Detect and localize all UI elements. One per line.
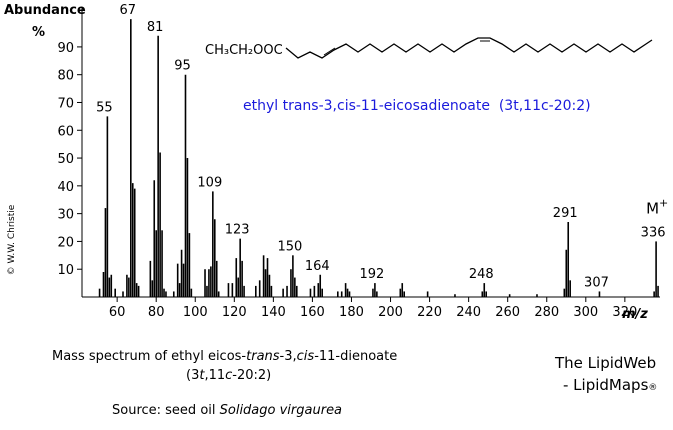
x-tick-label: 60 (109, 305, 126, 320)
x-tick-label: 120 (222, 305, 247, 320)
peak-label: 307 (584, 275, 609, 290)
x-tick-label: 80 (148, 305, 165, 320)
x-tick-label: 300 (573, 305, 598, 320)
y-axis-unit: % (32, 25, 45, 40)
peak-label: 291 (553, 206, 578, 221)
copyright: © W.W. Christie (7, 204, 17, 275)
x-tick-label: 320 (612, 305, 637, 320)
caption: (3t,11c-20:2) (186, 368, 271, 383)
x-tick-label: 180 (339, 305, 364, 320)
x-tick-label: 280 (534, 305, 559, 320)
brand-part: ® (648, 383, 657, 393)
x-tick-label: 260 (495, 305, 520, 320)
structure-label: CH₃CH₂OOC (205, 43, 283, 58)
y-tick-label: 10 (57, 263, 74, 278)
y-tick-label: 70 (57, 96, 74, 111)
brand-part: - LipidMaps (563, 376, 649, 394)
molecular-ion-part: + (659, 196, 668, 209)
caption-part: Mass spectrum of ethyl eicos- (52, 349, 246, 364)
peak-label: 55 (96, 100, 113, 115)
peak-label: 150 (277, 239, 302, 254)
peak-label: 192 (359, 267, 384, 282)
double-bond (323, 47, 336, 56)
y-tick-label: 80 (57, 69, 74, 84)
caption-part: -3, (280, 349, 297, 364)
peak-label: 95 (174, 59, 191, 74)
brand: - LipidMaps® (563, 376, 657, 394)
caption-part: trans (246, 349, 280, 364)
y-tick-label: 40 (57, 180, 74, 195)
caption-part: cis (297, 349, 315, 364)
caption-part: -20:2) (232, 368, 271, 383)
x-tick-label: 200 (378, 305, 403, 320)
x-tick-label: 100 (183, 305, 208, 320)
source: Source: seed oil Solidago virgaurea (112, 403, 342, 418)
caption: Mass spectrum of ethyl eicos-trans-3,cis… (52, 349, 397, 364)
peak-label: 109 (197, 175, 222, 190)
y-tick-label: 60 (57, 124, 74, 139)
x-axis-title: m/z (622, 307, 648, 322)
x-tick-label: 160 (300, 305, 325, 320)
brand: The LipidWeb (554, 354, 656, 372)
caption-part: ,11 (204, 368, 225, 383)
x-tick-label: 240 (456, 305, 481, 320)
source-part: Solidago virgaurea (220, 403, 342, 418)
y-tick-label: 20 (57, 235, 74, 250)
caption-part: t (199, 368, 205, 383)
y-tick-label: 50 (57, 152, 74, 167)
caption-part: -11-dienoate (314, 349, 397, 364)
y-tick-label: 30 (57, 208, 74, 223)
peak-label: 123 (225, 223, 250, 238)
caption-part: (3 (186, 368, 199, 383)
y-axis-title: Abundance (4, 3, 86, 18)
compound-name: ethyl trans-3,cis-11-eicosadienoate (3t,… (243, 98, 591, 114)
peak-label: 67 (120, 3, 137, 18)
molecular-ion: M+ (646, 196, 668, 217)
x-tick-label: 220 (417, 305, 442, 320)
structure-chain (285, 37, 653, 59)
peak-label: 81 (147, 20, 164, 35)
y-tick-label: 90 (57, 41, 74, 56)
caption-part: c (225, 368, 232, 383)
peak-label: 248 (469, 267, 494, 282)
source-part: Source: seed oil (112, 403, 220, 418)
peak-label: 336 (641, 225, 666, 240)
peak-label: 164 (305, 259, 330, 274)
molecular-ion-part: M (646, 199, 659, 217)
x-tick-label: 140 (261, 305, 286, 320)
